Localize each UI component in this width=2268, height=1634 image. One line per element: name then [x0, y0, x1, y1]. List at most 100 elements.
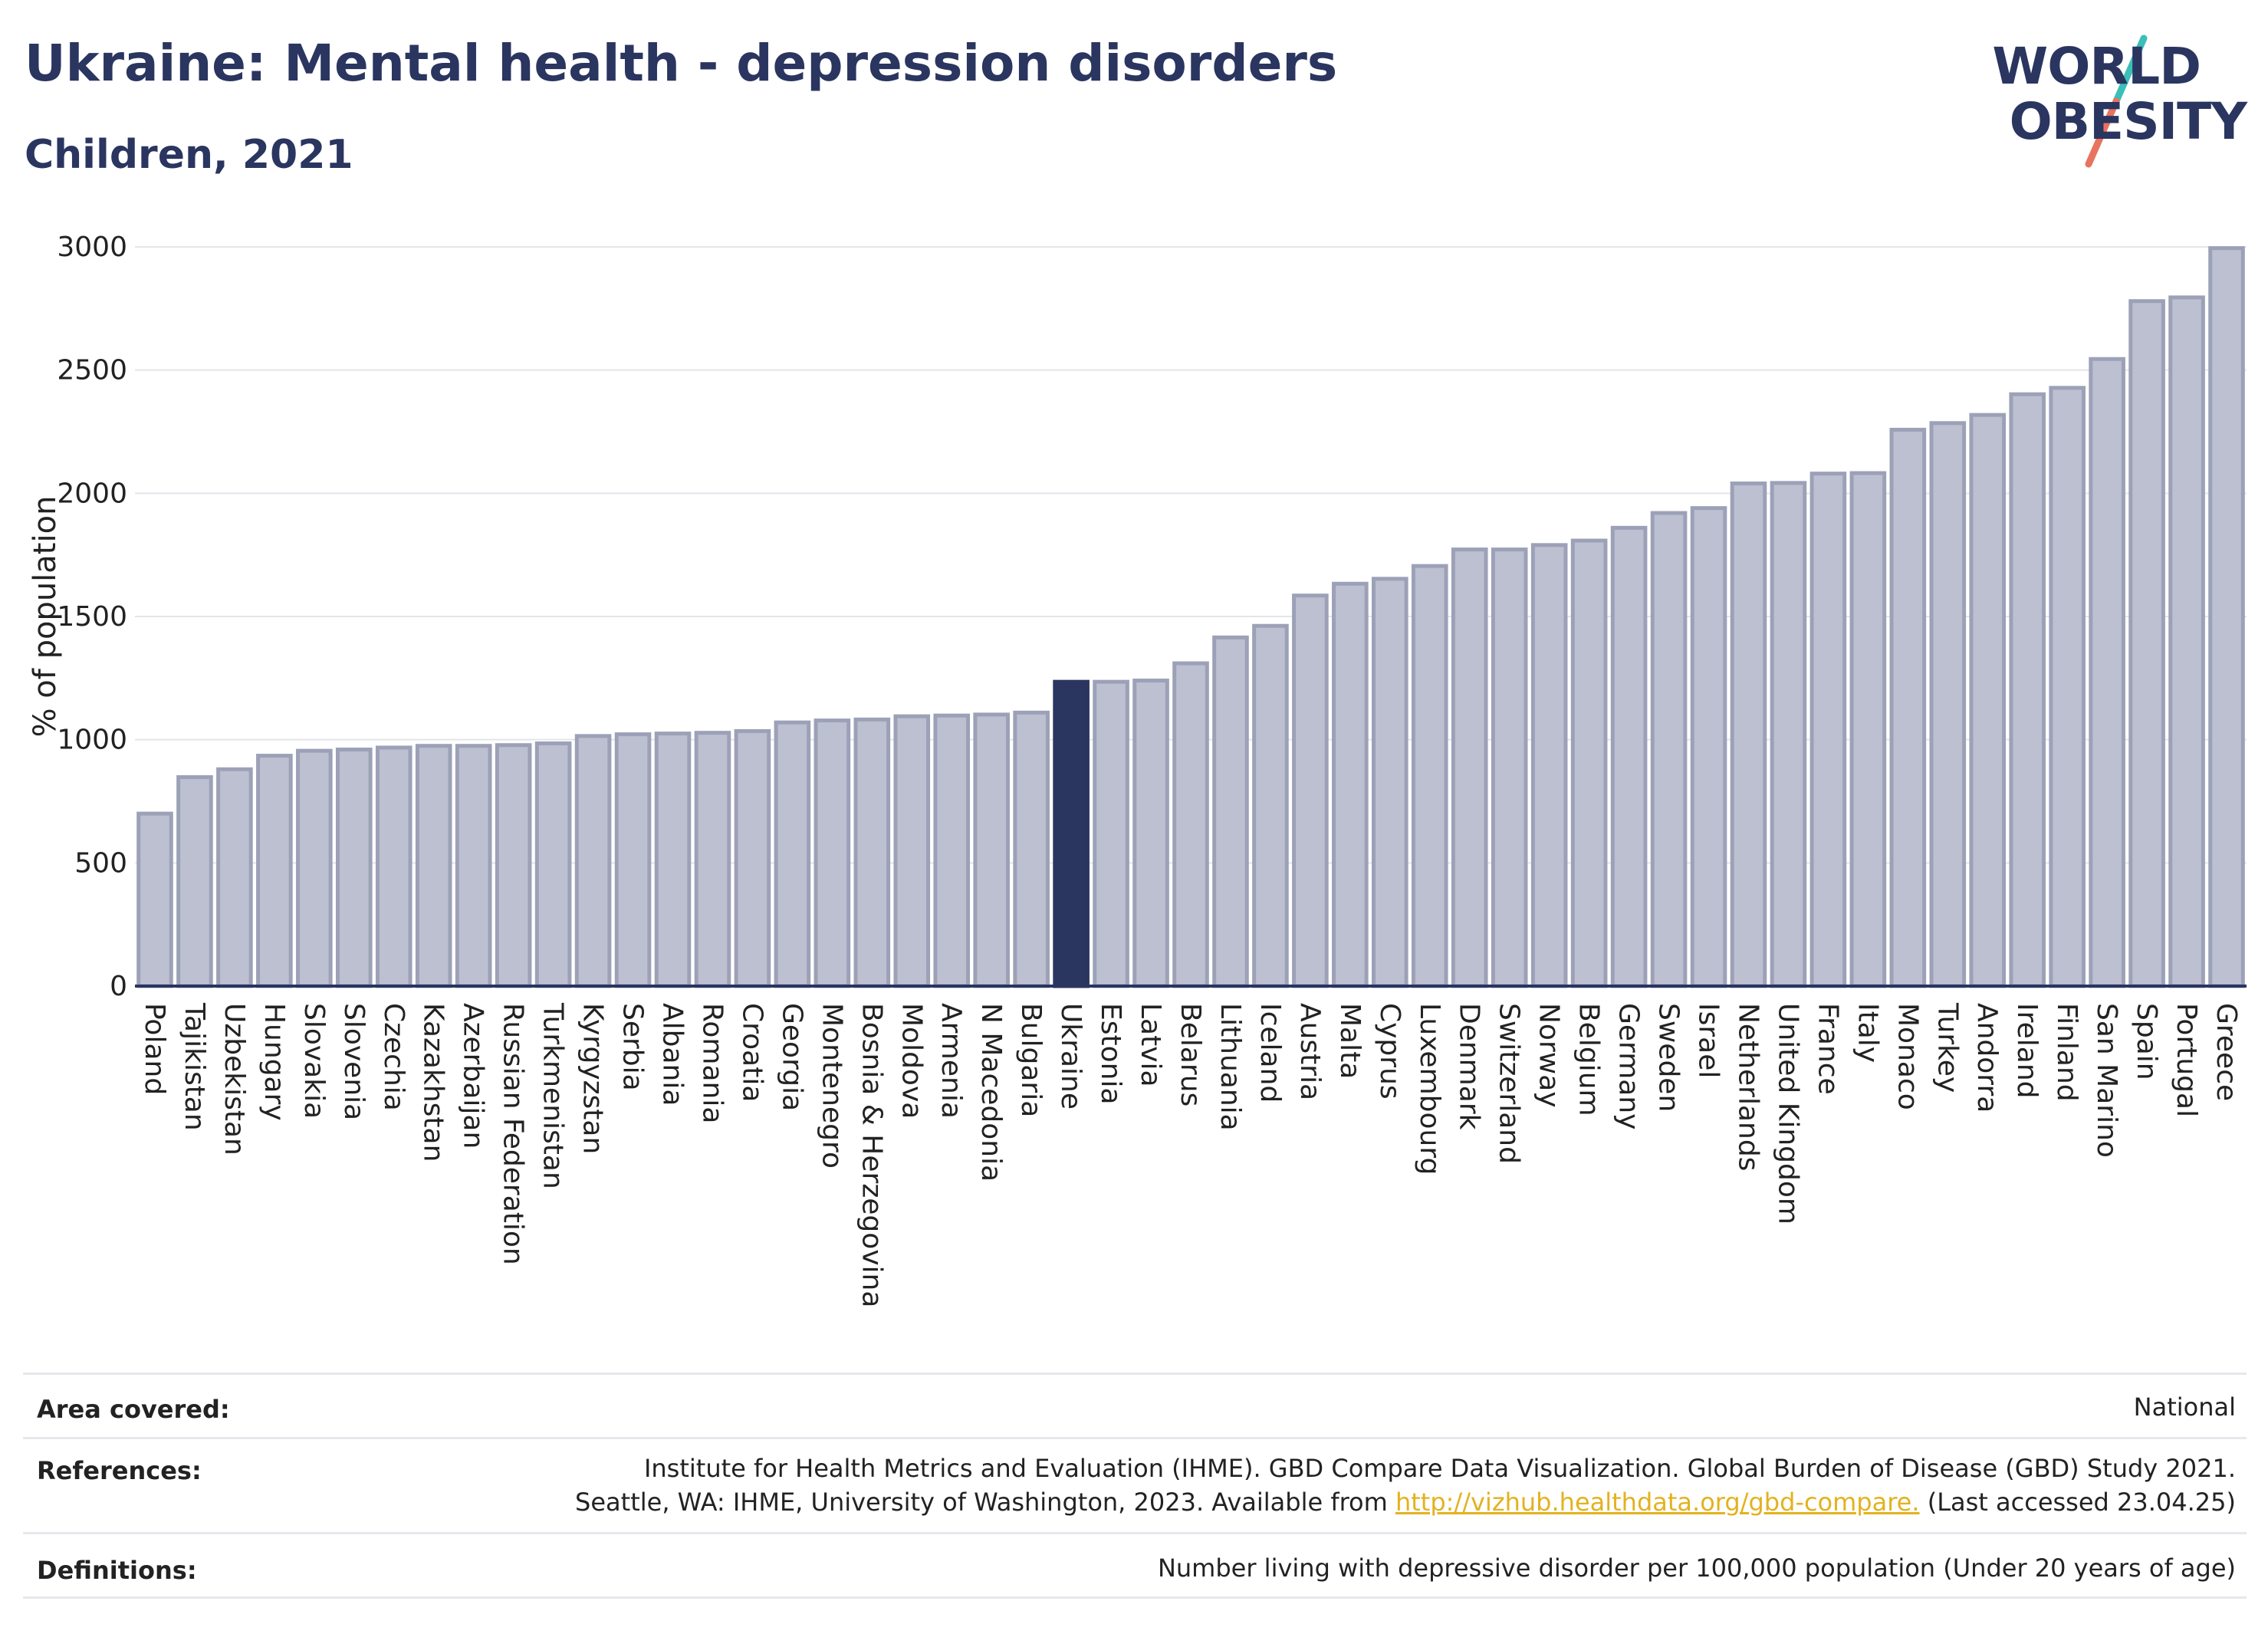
references-line-2-suffix: (Last accessed 23.04.25) — [1919, 1488, 2236, 1517]
x-tick-label: Bulgaria — [1015, 1003, 1047, 1117]
bar — [1411, 564, 1448, 988]
references-link[interactable]: http://vizhub.healthdata.org/gbd-compare… — [1395, 1488, 1920, 1517]
bar — [1491, 547, 1528, 988]
definitions-label: Definitions: — [37, 1556, 197, 1585]
x-tick-label: Turkey — [1931, 1002, 1963, 1093]
y-tick-label: 500 — [74, 847, 127, 879]
x-tick-label: Malta — [1334, 1003, 1366, 1079]
x-tick-label: Uzbekistan — [219, 1003, 250, 1156]
bar — [2089, 357, 2125, 988]
x-tick-label: N Macedonia — [975, 1003, 1007, 1182]
x-tick-label: Turkmenistan — [537, 1002, 569, 1189]
x-tick-label: Latvia — [1135, 1003, 1166, 1087]
bar — [774, 720, 811, 988]
bar — [574, 734, 612, 988]
bar — [933, 713, 971, 988]
bar — [1849, 471, 1887, 988]
x-tick-label: Belgium — [1573, 1003, 1605, 1116]
x-tick-label: Kyrgyzstan — [577, 1003, 609, 1154]
y-tick-label: 2500 — [57, 355, 127, 386]
bar — [176, 775, 213, 988]
bar — [1252, 623, 1289, 988]
x-tick-label: Monaco — [1892, 1003, 1923, 1110]
footer-bottom-rule — [23, 1596, 2247, 1599]
bar — [1451, 547, 1488, 988]
x-tick-label: Armenia — [935, 1003, 967, 1119]
area-covered-value: National — [2133, 1392, 2236, 1422]
bar — [1172, 661, 1209, 988]
x-tick-label: Iceland — [1254, 1003, 1286, 1103]
bar — [2128, 299, 2165, 988]
x-tick-label: Russian Federation — [498, 1003, 529, 1265]
x-tick-label: Poland — [139, 1003, 170, 1095]
bar — [973, 712, 1010, 988]
bar — [654, 732, 692, 988]
x-tick-label: Spain — [2131, 1003, 2162, 1080]
bar — [694, 731, 731, 988]
bar — [1372, 577, 1408, 988]
bar — [1730, 481, 1767, 988]
bar — [1969, 413, 2007, 988]
y-tick-label: 1500 — [57, 601, 127, 633]
x-tick-label: Sweden — [1653, 1003, 1685, 1112]
bar — [415, 744, 452, 988]
x-tick-label: Andorra — [1971, 1003, 2003, 1113]
bar — [216, 767, 253, 988]
x-tick-label: France — [1812, 1003, 1843, 1095]
x-tick-label: Finland — [2051, 1003, 2082, 1102]
bar — [1013, 710, 1050, 988]
x-tick-label: Bosnia & Herzegovina — [856, 1003, 887, 1307]
x-tick-label: Norway — [1533, 1003, 1565, 1108]
bar — [1610, 525, 1648, 988]
x-tick-label: Ukraine — [1055, 1003, 1086, 1110]
bar — [2168, 295, 2205, 988]
y-tick-label: 2000 — [57, 478, 127, 509]
x-tick-label: Serbia — [617, 1003, 649, 1091]
x-tick-label: Czechia — [378, 1003, 409, 1111]
x-tick-label: Luxembourg — [1414, 1003, 1445, 1175]
bar — [1212, 635, 1249, 988]
bar — [296, 748, 333, 988]
logo-word-obesity: OBESITY — [2009, 92, 2247, 151]
references-label: References: — [37, 1456, 202, 1485]
x-tick-label: Italy — [1852, 1003, 1883, 1063]
bar — [614, 732, 652, 988]
bar — [256, 754, 293, 988]
bar-chart: 0 500 1000 1500 2000 2500 3000 Poland Tajikistan… — [28, 232, 2247, 1307]
definitions-value: Number living with depressive disorder p… — [1157, 1553, 2236, 1583]
bar — [1292, 593, 1329, 988]
bar — [136, 811, 173, 988]
x-tick-label: Montenegro — [816, 1003, 847, 1169]
x-tick-label: Germany — [1613, 1003, 1645, 1129]
x-tick-label: Lithuania — [1215, 1003, 1246, 1131]
y-tick-label: 3000 — [57, 232, 127, 263]
bar — [1093, 679, 1129, 988]
footer-row-area: Area covered: National — [23, 1373, 2247, 1439]
logo-slash-icon — [2085, 35, 2148, 168]
x-tick-label: Cyprus — [1374, 1003, 1405, 1100]
x-tick-label: Slovakia — [298, 1003, 330, 1119]
references-value: Institute for Health Metrics and Evaluat… — [575, 1452, 2236, 1519]
y-tick-label: 1000 — [57, 725, 127, 756]
bar — [1889, 427, 1927, 988]
bar — [1770, 481, 1807, 988]
bar — [1132, 679, 1169, 988]
world-obesity-logo: WORLD OBESITY — [1992, 31, 2247, 169]
x-tick-label: Switzerland — [1494, 1003, 1525, 1164]
references-line-2-text: Seattle, WA: IHME, University of Washing… — [575, 1488, 1395, 1517]
bar — [1530, 543, 1568, 988]
bar — [734, 728, 771, 988]
x-tick-label: Ireland — [2011, 1003, 2043, 1099]
x-tick-label: Kazakhstan — [418, 1003, 449, 1162]
bar — [1690, 506, 1727, 988]
area-covered-label: Area covered: — [37, 1395, 230, 1424]
bar — [455, 744, 492, 988]
y-axis-label: % of population — [28, 496, 63, 738]
references-line-1: Institute for Health Metrics and Evaluat… — [643, 1454, 2236, 1483]
x-tick-label: Albania — [656, 1003, 688, 1106]
logo-word-world: WORLD — [1992, 37, 2201, 96]
x-tick-label: Slovenia — [338, 1003, 370, 1120]
page-subtitle: Children, 2021 — [25, 132, 353, 178]
bar-highlight — [1053, 679, 1090, 988]
bar — [1929, 421, 1967, 988]
